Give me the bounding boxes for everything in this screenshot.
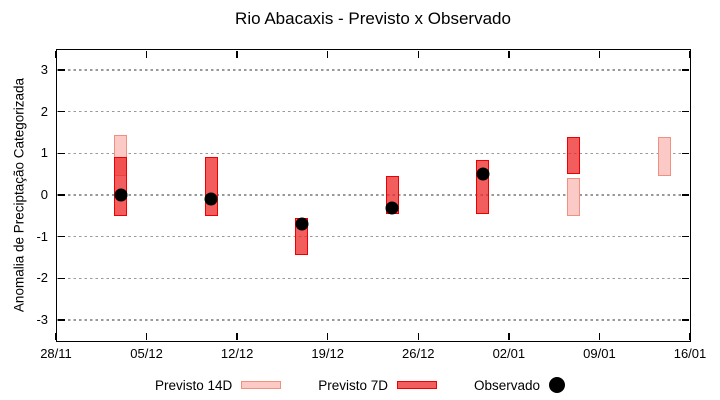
- y-axis-tick-left: [57, 277, 65, 280]
- y-axis-tick-right: [681, 235, 689, 238]
- x-tick-label: 05/12: [130, 346, 163, 361]
- x-axis-tick-top: [417, 50, 420, 58]
- y-tick-label: -2: [36, 270, 48, 286]
- y-axis-tick-left: [57, 194, 65, 196]
- observed-dot: [385, 201, 399, 214]
- forecast-bar-7d: [204, 157, 218, 216]
- y-axis-tick-right: [681, 194, 689, 196]
- y-axis-tick-left: [57, 235, 65, 238]
- x-axis-tick-bottom: [326, 332, 329, 340]
- gridline: [57, 236, 689, 238]
- gridline: [57, 110, 689, 113]
- legend-label-previsto-14d: Previsto 14D: [154, 377, 233, 393]
- x-tick-label: 16/01: [673, 346, 707, 361]
- x-axis-tick-bottom: [145, 332, 148, 340]
- gridline: [57, 194, 689, 196]
- y-axis-tick-left: [57, 152, 65, 155]
- x-axis-tick-bottom: [508, 332, 510, 340]
- y-tick-label: -1: [36, 228, 48, 244]
- y-tick-label: 1: [40, 145, 48, 161]
- y-axis-tick-right: [681, 110, 689, 113]
- legend: Previsto 14D Previsto 7D Observado: [0, 377, 720, 393]
- previsto-7d-swatch-icon: [397, 381, 438, 389]
- previsto-14d-swatch-icon: [241, 381, 282, 389]
- x-tick-label: 26/12: [402, 346, 435, 361]
- y-axis-tick-left: [57, 110, 65, 113]
- y-tick-label: -3: [36, 312, 48, 328]
- x-axis-tick-bottom: [55, 332, 57, 340]
- gridline: [57, 152, 689, 154]
- gridline: [57, 69, 689, 71]
- legend-item-observado: Observado: [474, 377, 566, 393]
- forecast-bar-14d: [567, 178, 581, 216]
- x-tick-label: 19/12: [311, 346, 344, 361]
- forecast-bar-14d: [657, 136, 671, 177]
- observado-swatch-icon: [549, 377, 566, 393]
- y-tick-label: 3: [40, 61, 48, 77]
- y-axis-tick-left: [57, 319, 65, 321]
- x-tick-label: 09/01: [583, 346, 616, 361]
- x-axis-tick-bottom: [598, 332, 601, 340]
- x-axis-tick-top: [145, 50, 148, 58]
- observed-dot: [476, 167, 490, 181]
- x-axis-tick-top: [598, 50, 601, 58]
- x-tick-label: 28/11: [40, 346, 72, 361]
- y-tick-label: 0: [40, 187, 48, 202]
- x-axis-tick-top: [326, 50, 329, 58]
- forecast-bar-7d: [114, 157, 128, 216]
- gridline: [57, 277, 689, 280]
- gridline: [57, 319, 689, 321]
- legend-item-previsto-14d: Previsto 14D: [154, 377, 282, 393]
- x-axis-tick-bottom: [236, 332, 238, 340]
- forecast-bar-7d: [567, 136, 581, 175]
- y-axis-tick-right: [681, 69, 689, 71]
- y-axis-tick-left: [57, 69, 65, 71]
- x-axis-tick-top: [689, 50, 691, 58]
- observed-dot: [295, 217, 309, 231]
- x-axis-tick-top: [236, 50, 238, 58]
- x-axis-tick-top: [55, 50, 57, 58]
- x-axis-tick-bottom: [417, 332, 420, 340]
- legend-item-previsto-7d: Previsto 7D: [318, 377, 438, 393]
- y-axis-tick-right: [681, 277, 689, 280]
- legend-label-observado: Observado: [474, 377, 541, 393]
- x-axis-tick-bottom: [689, 332, 691, 340]
- observed-dot: [114, 188, 128, 202]
- y-axis-tick-right: [681, 152, 689, 155]
- x-axis-tick-top: [508, 50, 510, 58]
- y-axis-tick-right: [681, 319, 689, 321]
- observed-dot: [204, 192, 218, 206]
- chart-title: Rio Abacaxis - Previsto x Observado: [235, 9, 511, 28]
- legend-label-previsto-7d: Previsto 7D: [318, 377, 389, 393]
- x-tick-label: 02/01: [492, 346, 526, 361]
- y-tick-label: 2: [40, 103, 48, 119]
- x-tick-label: 12/12: [220, 346, 254, 361]
